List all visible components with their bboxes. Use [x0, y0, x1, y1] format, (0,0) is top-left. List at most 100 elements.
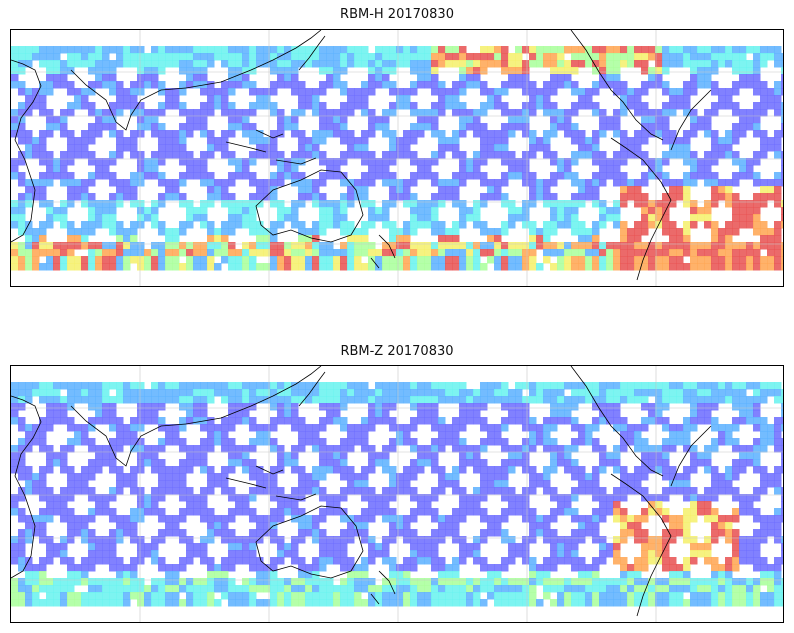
- swath-cell: [452, 228, 460, 236]
- swath-cell: [95, 550, 103, 558]
- swath-cell: [144, 403, 152, 411]
- swath-cell: [781, 438, 783, 446]
- swath-cell: [634, 263, 642, 271]
- swath-cell: [18, 557, 26, 565]
- swath-cell: [361, 557, 369, 565]
- swath-cell: [207, 522, 215, 530]
- swath-cell: [214, 515, 222, 523]
- swath-cell: [214, 242, 222, 250]
- swath-cell: [480, 130, 488, 138]
- swath-cell: [592, 515, 600, 523]
- swath-cell: [543, 200, 551, 208]
- swath-cell: [95, 452, 103, 460]
- swath-cell: [186, 242, 194, 250]
- swath-cell: [704, 207, 712, 215]
- swath-cell: [25, 396, 33, 404]
- swath-cell: [613, 256, 621, 264]
- swath-cell: [655, 403, 663, 411]
- swath-cell: [753, 242, 761, 250]
- swath-cell: [403, 515, 411, 523]
- swath-cell: [25, 585, 33, 593]
- swath-cell: [445, 515, 453, 523]
- swath-cell: [67, 200, 75, 208]
- swath-cell: [557, 578, 565, 586]
- swath-cell: [130, 564, 138, 572]
- swath-cell: [522, 578, 530, 586]
- swath-cell: [648, 67, 656, 75]
- swath-cell: [592, 242, 600, 250]
- swath-cell: [46, 585, 54, 593]
- swath-cell: [774, 438, 782, 446]
- swath-cell: [732, 389, 740, 397]
- swath-cell: [732, 438, 740, 446]
- swath-cell: [67, 151, 75, 159]
- swath-cell: [137, 116, 145, 124]
- swath-cell: [326, 599, 334, 607]
- swath-cell: [732, 494, 740, 502]
- swath-cell: [11, 221, 19, 229]
- swath-cell: [354, 249, 362, 257]
- swath-cell: [109, 487, 117, 495]
- swath-cell: [319, 599, 327, 607]
- swath-cell: [620, 494, 628, 502]
- swath-cell: [340, 585, 348, 593]
- swath-cell: [123, 578, 131, 586]
- swath-cell: [179, 221, 187, 229]
- swath-cell: [396, 431, 404, 439]
- swath-cell: [403, 221, 411, 229]
- swath-cell: [326, 74, 334, 82]
- swath-cell: [704, 151, 712, 159]
- swath-cell: [452, 95, 460, 103]
- swath-cell: [781, 501, 783, 509]
- swath-cell: [123, 263, 131, 271]
- swath-cell: [473, 81, 481, 89]
- swath-cell: [207, 599, 215, 607]
- swath-cell: [109, 445, 117, 453]
- swath-cell: [403, 424, 411, 432]
- swath-cell: [774, 221, 782, 229]
- swath-cell: [298, 571, 306, 579]
- swath-cell: [662, 536, 670, 544]
- swath-cell: [508, 592, 516, 600]
- swath-cell: [221, 137, 229, 145]
- swath-cell: [578, 249, 586, 257]
- swath-cell: [599, 417, 607, 425]
- swath-cell: [228, 53, 236, 61]
- swath-cell: [501, 263, 509, 271]
- swath-cell: [18, 67, 26, 75]
- swath-cell: [403, 60, 411, 68]
- swath-cell: [396, 60, 404, 68]
- swath-cell: [207, 592, 215, 600]
- swath-cell: [144, 452, 152, 460]
- swath-cell: [291, 172, 299, 180]
- swath-cell: [543, 193, 551, 201]
- swath-cell: [144, 585, 152, 593]
- swath-cell: [634, 592, 642, 600]
- swath-cell: [452, 144, 460, 152]
- swath-cell: [438, 186, 446, 194]
- swath-cell: [515, 445, 523, 453]
- swath-cell: [137, 550, 145, 558]
- swath-cell: [137, 424, 145, 432]
- swath-cell: [270, 228, 278, 236]
- swath-cell: [627, 235, 635, 243]
- swath-cell: [312, 102, 320, 110]
- swath-cell: [214, 389, 222, 397]
- swath-cell: [438, 144, 446, 152]
- swath-cell: [319, 452, 327, 460]
- africa-coastline: [11, 395, 42, 579]
- swath-cell: [662, 550, 670, 558]
- swath-cell: [676, 578, 684, 586]
- swath-cell: [760, 95, 768, 103]
- swath-cell: [88, 123, 96, 131]
- swath-cell: [522, 102, 530, 110]
- swath-cell: [767, 571, 775, 579]
- swath-cell: [298, 172, 306, 180]
- swath-cell: [648, 214, 656, 222]
- swath-cell: [81, 228, 89, 236]
- swath-cell: [655, 214, 663, 222]
- swath-cell: [417, 403, 425, 411]
- swath-cell: [753, 193, 761, 201]
- swath-cell: [60, 242, 68, 250]
- swath-cell: [298, 46, 306, 54]
